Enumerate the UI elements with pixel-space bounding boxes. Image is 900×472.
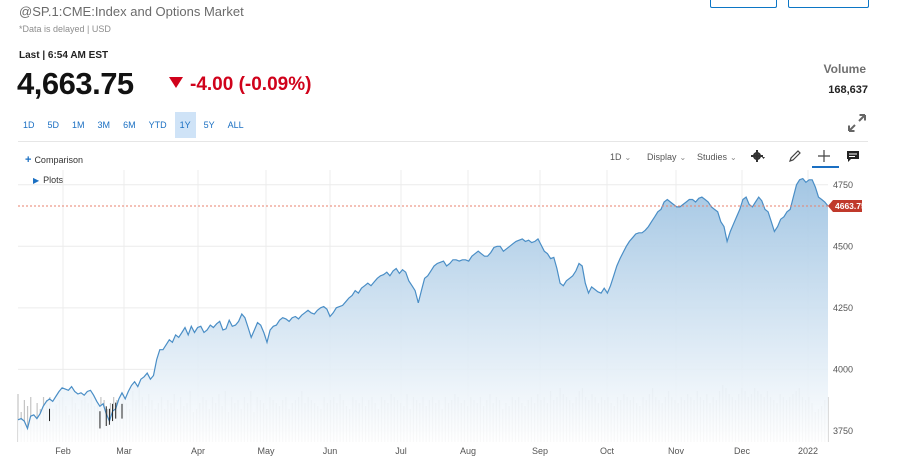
last-price-badge-label: 4663.75 bbox=[835, 201, 866, 211]
display-dropdown[interactable]: Display ⌄ bbox=[647, 152, 686, 162]
header-button-left[interactable] bbox=[710, 0, 777, 8]
expand-icon[interactable] bbox=[846, 112, 868, 134]
chevron-down-icon: ⌄ bbox=[624, 153, 632, 162]
x-tick-label: Feb bbox=[55, 446, 71, 456]
y-tick-label: 4250 bbox=[833, 303, 853, 313]
last-price: 4,663.75 bbox=[17, 66, 134, 101]
studies-dropdown[interactable]: Studies ⌄ bbox=[697, 152, 737, 162]
plus-icon: + bbox=[25, 154, 32, 166]
x-tick-label: Jun bbox=[323, 446, 338, 456]
settings-gear-icon[interactable] bbox=[750, 148, 766, 164]
down-arrow-icon bbox=[169, 77, 183, 88]
range-1m[interactable]: 1M bbox=[72, 120, 85, 130]
candle-marks bbox=[49, 402, 123, 429]
x-tick-label: Aug bbox=[460, 446, 476, 456]
header-button-right[interactable] bbox=[788, 0, 869, 8]
x-tick-label: May bbox=[257, 446, 275, 456]
comparison-button[interactable]: + Comparison bbox=[25, 154, 83, 166]
range-1d[interactable]: 1D bbox=[23, 120, 35, 130]
chevron-down-icon: ⌄ bbox=[730, 153, 737, 162]
data-delayed-note: *Data is delayed | USD bbox=[19, 24, 111, 34]
plots-toggle[interactable]: ▶ Plots bbox=[33, 175, 63, 185]
plots-label: Plots bbox=[43, 175, 64, 185]
y-tick-label: 4000 bbox=[833, 364, 853, 374]
symbol-title: @SP.1:CME:Index and Options Market bbox=[19, 4, 244, 19]
volume-value: 168,637 bbox=[828, 84, 868, 96]
range-6m[interactable]: 6M bbox=[123, 120, 136, 130]
y-tick-label: 4750 bbox=[833, 180, 853, 190]
toolbar-divider bbox=[18, 141, 868, 142]
y-tick-label: 4500 bbox=[833, 241, 853, 251]
interval-label: 1D bbox=[610, 152, 622, 162]
range-5d[interactable]: 5D bbox=[47, 120, 60, 130]
x-tick-label: Mar bbox=[116, 446, 132, 456]
x-tick-label: Dec bbox=[734, 446, 751, 456]
volume-label: Volume bbox=[823, 62, 866, 76]
volume-bar bbox=[26, 406, 29, 442]
active-tool-indicator bbox=[812, 166, 839, 168]
price-change: -4.00 (-0.09%) bbox=[169, 74, 311, 96]
range-selector: 1D 5D 1M 3M 6M YTD 1Y 5Y ALL bbox=[18, 112, 252, 138]
y-tick-label: 3750 bbox=[833, 426, 853, 436]
range-3m[interactable]: 3M bbox=[97, 120, 111, 130]
y-axis: 3750 4000 4250 4500 4750 bbox=[833, 180, 853, 436]
range-1y[interactable]: 1Y bbox=[174, 112, 196, 138]
last-time: Last | 6:54 AM EST bbox=[19, 50, 109, 61]
studies-label: Studies bbox=[697, 152, 728, 162]
x-tick-label: Apr bbox=[191, 446, 205, 456]
price-change-value: -4.00 (-0.09%) bbox=[190, 74, 312, 95]
range-ytd[interactable]: YTD bbox=[148, 120, 167, 130]
display-label: Display bbox=[647, 152, 677, 162]
price-area bbox=[18, 178, 828, 442]
crosshair-icon[interactable] bbox=[816, 148, 832, 164]
x-tick-label: Jul bbox=[395, 446, 407, 456]
comparison-label: Comparison bbox=[34, 155, 83, 165]
price-chart[interactable]: 3750 4000 4250 4500 4750 Feb Mar Apr May Jun Jul A… bbox=[0, 170, 900, 472]
interval-dropdown[interactable]: 1D ⌄ bbox=[610, 152, 631, 162]
volume-bar bbox=[17, 394, 19, 442]
chevron-down-icon: ⌄ bbox=[679, 153, 687, 162]
triangle-right-icon: ▶ bbox=[33, 176, 40, 185]
comment-icon[interactable] bbox=[845, 148, 861, 164]
range-5y[interactable]: 5Y bbox=[203, 120, 215, 130]
pencil-draw-icon[interactable] bbox=[787, 148, 803, 164]
x-tick-label: 2022 bbox=[798, 446, 818, 456]
range-all[interactable]: ALL bbox=[227, 120, 244, 130]
last-price-badge: 4663.75 bbox=[828, 200, 866, 212]
x-tick-label: Oct bbox=[600, 446, 615, 456]
price-line bbox=[17, 177, 829, 431]
x-axis: Feb Mar Apr May Jun Jul Aug Sep Oct Nov Dec 2022 bbox=[55, 446, 818, 456]
x-tick-label: Nov bbox=[668, 446, 685, 456]
last-price-badge-shape bbox=[828, 200, 862, 212]
x-tick-label: Sep bbox=[532, 446, 548, 456]
